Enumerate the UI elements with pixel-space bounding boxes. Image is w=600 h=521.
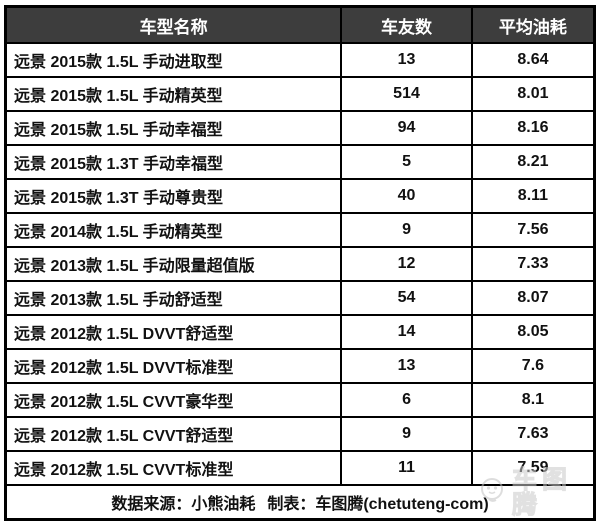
owners-cell: 11 (340, 450, 473, 486)
table-row: 远景 2013款 1.5L 手动限量超值版 12 7.33 (4, 246, 596, 282)
table-row: 远景 2012款 1.5L DVVT标准型 13 7.6 (4, 348, 596, 384)
footer-row: 数据来源：小熊油耗 制表：车图腾(chetuteng-com) (4, 484, 596, 521)
owners-cell: 6 (340, 382, 473, 418)
model-cell: 远景 2012款 1.5L DVVT舒适型 (4, 314, 343, 350)
table-row: 远景 2012款 1.5L CVVT舒适型 9 7.63 (4, 416, 596, 452)
avg-fuel-cell: 8.21 (470, 144, 596, 180)
model-cell: 远景 2015款 1.3T 手动幸福型 (4, 144, 343, 180)
owners-cell: 514 (340, 76, 473, 112)
owners-cell: 40 (340, 178, 473, 214)
avg-fuel-cell: 7.59 (470, 450, 596, 486)
owners-cell: 54 (340, 280, 473, 316)
avg-fuel-cell: 8.64 (470, 42, 596, 78)
table-row: 远景 2012款 1.5L DVVT舒适型 14 8.05 (4, 314, 596, 350)
table-row: 远景 2012款 1.5L CVVT标准型 11 7.59 (4, 450, 596, 486)
model-cell: 远景 2012款 1.5L CVVT豪华型 (4, 382, 343, 418)
avg-fuel-cell: 8.16 (470, 110, 596, 146)
model-cell: 远景 2013款 1.5L 手动舒适型 (4, 280, 343, 316)
owners-cell: 13 (340, 348, 473, 384)
data-source-label: 数据来源：小熊油耗 (111, 496, 256, 513)
fuel-consumption-table: 车型名称 车友数 平均油耗 远景 2015款 1.5L 手动进取型 13 8.6… (4, 5, 596, 521)
column-header-avg-fuel: 平均油耗 (470, 5, 596, 44)
owners-cell: 5 (340, 144, 473, 180)
model-cell: 远景 2012款 1.5L CVVT标准型 (4, 450, 343, 486)
model-cell: 远景 2012款 1.5L DVVT标准型 (4, 348, 343, 384)
table-row: 远景 2013款 1.5L 手动舒适型 54 8.07 (4, 280, 596, 316)
owners-cell: 12 (340, 246, 473, 282)
owners-cell: 9 (340, 416, 473, 452)
table-row: 远景 2015款 1.5L 手动幸福型 94 8.16 (4, 110, 596, 146)
owners-cell: 13 (340, 42, 473, 78)
table-row: 远景 2015款 1.3T 手动尊贵型 40 8.11 (4, 178, 596, 214)
avg-fuel-cell: 8.05 (470, 314, 596, 350)
header-row: 车型名称 车友数 平均油耗 (4, 5, 596, 44)
avg-fuel-cell: 7.33 (470, 246, 596, 282)
model-cell: 远景 2015款 1.5L 手动幸福型 (4, 110, 343, 146)
table-row: 远景 2012款 1.5L CVVT豪华型 6 8.1 (4, 382, 596, 418)
table-maker-label: 制表：车图腾(chetuteng-com) (267, 496, 489, 513)
table-row: 远景 2015款 1.5L 手动进取型 13 8.64 (4, 42, 596, 78)
table-row: 远景 2015款 1.3T 手动幸福型 5 8.21 (4, 144, 596, 180)
owners-cell: 94 (340, 110, 473, 146)
column-header-model: 车型名称 (4, 5, 343, 44)
table-row: 远景 2015款 1.5L 手动精英型 514 8.01 (4, 76, 596, 112)
model-cell: 远景 2013款 1.5L 手动限量超值版 (4, 246, 343, 282)
table-row: 远景 2014款 1.5L 手动精英型 9 7.56 (4, 212, 596, 248)
avg-fuel-cell: 7.56 (470, 212, 596, 248)
model-cell: 远景 2015款 1.5L 手动精英型 (4, 76, 343, 112)
avg-fuel-cell: 8.1 (470, 382, 596, 418)
avg-fuel-cell: 8.11 (470, 178, 596, 214)
table-footer: 数据来源：小熊油耗 制表：车图腾(chetuteng-com) (4, 484, 596, 521)
model-cell: 远景 2012款 1.5L CVVT舒适型 (4, 416, 343, 452)
model-cell: 远景 2015款 1.5L 手动进取型 (4, 42, 343, 78)
column-header-owners: 车友数 (340, 5, 473, 44)
model-cell: 远景 2015款 1.3T 手动尊贵型 (4, 178, 343, 214)
model-cell: 远景 2014款 1.5L 手动精英型 (4, 212, 343, 248)
avg-fuel-cell: 8.07 (470, 280, 596, 316)
avg-fuel-cell: 8.01 (470, 76, 596, 112)
avg-fuel-cell: 7.6 (470, 348, 596, 384)
avg-fuel-cell: 7.63 (470, 416, 596, 452)
owners-cell: 14 (340, 314, 473, 350)
owners-cell: 9 (340, 212, 473, 248)
